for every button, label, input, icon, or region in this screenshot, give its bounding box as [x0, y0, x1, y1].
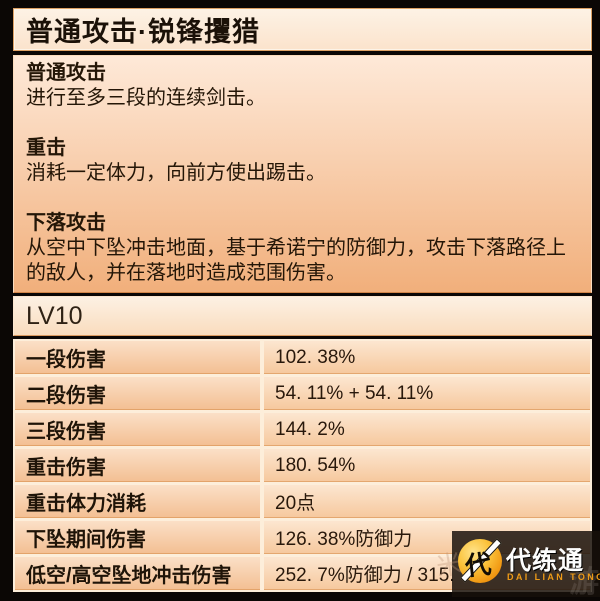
stat-value: 54. 11% + 54. 11%: [264, 377, 590, 410]
watermark-site-name: 代练通: [506, 547, 585, 575]
plunging-attack-section: 下落攻击 从空中下坠冲击地面，基于希诺宁的防御力，攻击下落路径上的敌人，并在落地…: [26, 211, 579, 286]
stat-value: 102. 38%: [264, 341, 590, 374]
section-body: 从空中下坠冲击地面，基于希诺宁的防御力，攻击下落路径上的敌人，并在落地时造成范围…: [26, 237, 566, 284]
stat-value: 180. 54%: [264, 449, 590, 482]
stat-label: 一段伤害: [15, 341, 264, 374]
stat-label: 三段伤害: [15, 413, 264, 446]
level-label: LV10: [26, 301, 83, 330]
section-heading: 下落攻击: [26, 212, 106, 234]
stat-label: 重击体力消耗: [15, 485, 264, 518]
watermark-site-name-latin: DAI LIAN TONG: [507, 572, 600, 582]
table-row: 重击伤害 180. 54%: [15, 449, 590, 482]
table-row: 三段伤害 144. 2%: [15, 413, 590, 446]
section-body: 消耗一定体力，向前方使出踢击。: [26, 162, 326, 184]
skill-description-box: 普通攻击 进行至多三段的连续剑击。 重击 消耗一定体力，向前方使出踢击。 下落攻…: [13, 55, 592, 293]
stat-label: 重击伤害: [15, 449, 264, 482]
stat-value: 20点: [264, 485, 590, 518]
logo-glyph: 代: [463, 548, 493, 582]
table-row: 一段伤害 102. 38%: [15, 341, 590, 374]
charged-attack-section: 重击 消耗一定体力，向前方使出踢击。: [26, 136, 579, 186]
dailiantong-logo-icon: 代: [458, 538, 502, 583]
section-heading: 普通攻击: [26, 62, 106, 84]
stat-value: 144. 2%: [264, 413, 590, 446]
stat-label: 二段伤害: [15, 377, 264, 410]
dailiantong-watermark: 米 游 代 代练通 DAI LIAN TONG: [434, 531, 600, 599]
level-header-bar: LV10: [13, 296, 592, 336]
normal-attack-section: 普通攻击 进行至多三段的连续剑击。: [26, 61, 579, 111]
skill-title: 普通攻击·锐锋攫猎: [26, 17, 260, 47]
stat-label: 下坠期间伤害: [15, 521, 264, 554]
skill-info-panel: 普通攻击·锐锋攫猎 普通攻击 进行至多三段的连续剑击。 重击 消耗一定体力，向前…: [13, 8, 592, 592]
table-row: 二段伤害 54. 11% + 54. 11%: [15, 377, 590, 410]
section-body: 进行至多三段的连续剑击。: [26, 87, 266, 109]
ghost-watermark-char: 游: [569, 566, 599, 599]
table-row: 重击体力消耗 20点: [15, 485, 590, 518]
skill-title-bar: 普通攻击·锐锋攫猎: [13, 8, 592, 51]
section-heading: 重击: [26, 137, 66, 159]
stat-label: 低空/高空坠地冲击伤害: [15, 557, 264, 590]
